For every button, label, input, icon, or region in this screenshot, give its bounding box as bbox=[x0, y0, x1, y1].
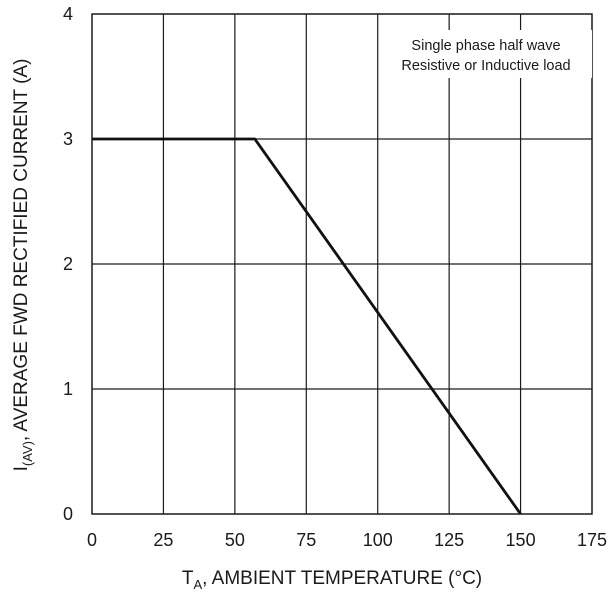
x-tick-label: 25 bbox=[153, 530, 173, 550]
y-axis-title: I(AV), AVERAGE FWD RECTIFIED CURRENT (A) bbox=[11, 59, 35, 472]
annotation-background bbox=[380, 30, 592, 78]
x-tick-label: 0 bbox=[87, 530, 97, 550]
y-axis-title-rest: , AVERAGE FWD RECTIFIED CURRENT (A) bbox=[11, 59, 32, 442]
x-tick-label: 125 bbox=[434, 530, 464, 550]
x-tick-label: 75 bbox=[296, 530, 316, 550]
x-tick-label: 150 bbox=[506, 530, 536, 550]
plot-frame bbox=[91, 13, 593, 515]
y-tick-label: 2 bbox=[63, 254, 73, 274]
y-tick-label: 1 bbox=[63, 379, 73, 399]
annotation-line-2: Resistive or Inductive load bbox=[401, 58, 570, 74]
load-annotation: Single phase half wave Resistive or Indu… bbox=[380, 30, 592, 78]
x-axis-title-main: T bbox=[182, 568, 194, 589]
grid bbox=[92, 14, 592, 514]
x-tick-label: 175 bbox=[577, 530, 607, 550]
plot-border bbox=[91, 13, 593, 515]
x-tick-labels: 0 25 50 75 100 125 150 175 bbox=[87, 530, 607, 550]
y-tick-label: 4 bbox=[63, 4, 73, 24]
x-axis-title-subscript: A bbox=[193, 577, 202, 592]
y-tick-label: 0 bbox=[63, 504, 73, 524]
y-tick-labels: 0 1 2 3 4 bbox=[63, 4, 73, 524]
annotation-line-1: Single phase half wave bbox=[411, 38, 560, 54]
x-axis-title: TA, AMBIENT TEMPERATURE (°C) bbox=[182, 568, 482, 592]
y-axis-title-main: I bbox=[11, 466, 32, 471]
y-axis-title-subscript: (AV) bbox=[20, 441, 35, 466]
y-tick-label: 3 bbox=[63, 129, 73, 149]
series-layer bbox=[92, 137, 522, 515]
x-axis-title-rest: , AMBIENT TEMPERATURE (°C) bbox=[202, 568, 482, 589]
x-tick-label: 100 bbox=[363, 530, 393, 550]
x-tick-label: 50 bbox=[225, 530, 245, 550]
derating-curve bbox=[92, 137, 522, 515]
